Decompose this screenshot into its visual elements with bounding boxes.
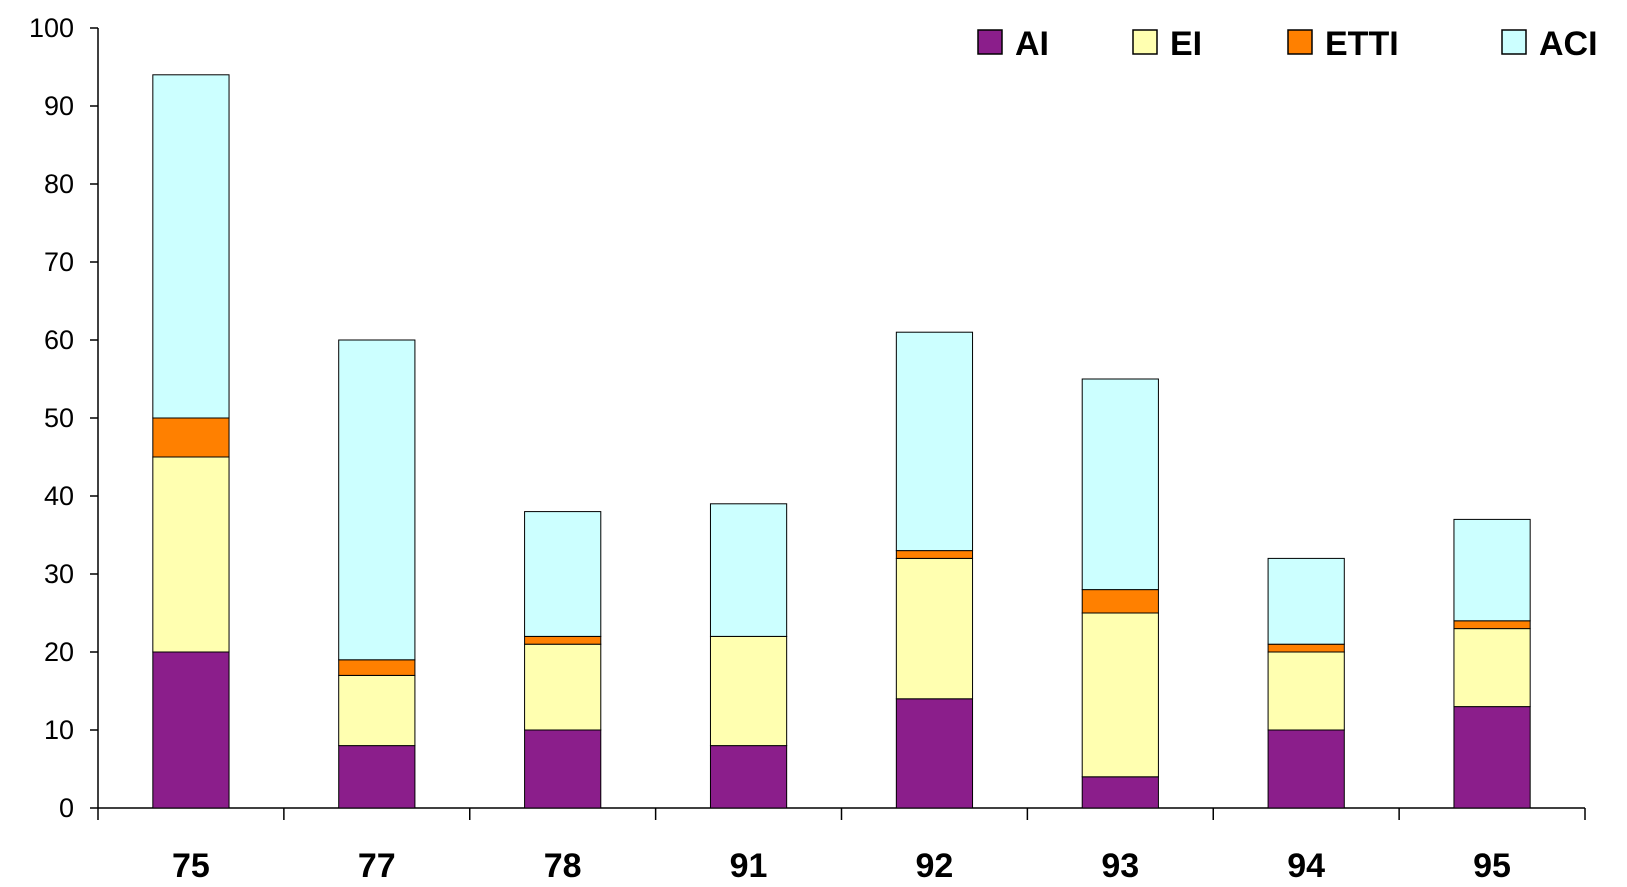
y-tick-label: 10: [44, 715, 74, 745]
bar-segment-ai-77: [338, 745, 416, 809]
legend-label-ei: EI: [1170, 25, 1202, 63]
bar-segment-ei-75: [152, 456, 230, 653]
legend-label-aci: ACI: [1539, 25, 1598, 63]
legend-label-ai: AI: [1015, 25, 1049, 63]
bar-segment-etti-95: [1453, 620, 1531, 630]
bar-segment-ei-92: [895, 557, 974, 700]
bar-segment-etti-75: [152, 417, 230, 458]
bar-segment-ai-92: [895, 698, 974, 809]
bar-segment-ai-93: [1081, 776, 1159, 809]
bar-segment-ai-95: [1453, 706, 1531, 809]
bar-segment-ei-91: [709, 635, 788, 747]
y-tick-label: 50: [44, 403, 74, 433]
legend-swatch-aci: [1501, 29, 1527, 55]
bar-segment-aci-94: [1267, 557, 1345, 645]
x-tick-label: 94: [1287, 847, 1325, 885]
y-tick-label: 60: [44, 325, 74, 355]
y-tick-label: 40: [44, 481, 74, 511]
bar-segment-aci-95: [1453, 518, 1531, 622]
bar-segment-etti-77: [338, 659, 416, 676]
bar-segment-ei-93: [1081, 612, 1159, 778]
bar-segment-aci-78: [524, 511, 602, 637]
bar-segment-ai-94: [1267, 729, 1345, 809]
y-axis: 0 10 20 30 40 50 60 70 80 90 100: [29, 13, 99, 823]
x-tick-label: 78: [544, 847, 582, 885]
y-tick-label: 30: [44, 559, 74, 589]
bar-segment-ai-91: [709, 745, 788, 809]
x-tick-label: 91: [730, 847, 768, 885]
legend-swatch-ei: [1132, 29, 1158, 55]
y-tick-label: 0: [59, 793, 74, 823]
bar-segment-aci-91: [709, 503, 788, 637]
y-tick-label: 80: [44, 169, 74, 199]
y-tick-label: 70: [44, 247, 74, 277]
x-tick-label: 93: [1101, 847, 1139, 885]
x-tick-label: 95: [1473, 847, 1511, 885]
legend-swatch-ai: [977, 29, 1003, 55]
x-axis: 75 77 78 91 92 93 94 95: [97, 807, 1586, 885]
x-tick-label: 77: [358, 847, 396, 885]
bar-segment-ei-94: [1267, 651, 1345, 731]
bar-segment-etti-93: [1081, 589, 1159, 614]
bar-segment-aci-75: [152, 74, 230, 419]
bar-segment-ei-77: [338, 674, 416, 747]
bar-segment-ai-75: [152, 651, 230, 809]
y-tick-label: 90: [44, 91, 74, 121]
x-tick-label: 75: [172, 847, 210, 885]
bar-segment-aci-92: [895, 331, 974, 552]
legend-label-etti: ETTI: [1325, 25, 1399, 63]
x-tick-label: 92: [916, 847, 954, 885]
bar-segment-etti-92: [895, 550, 974, 559]
bar-segment-etti-78: [524, 635, 602, 645]
bar-segment-aci-77: [338, 339, 416, 661]
bars: [152, 74, 1531, 809]
bar-segment-etti-94: [1267, 643, 1345, 653]
legend: AI EI ETTI ACI: [977, 25, 1598, 63]
y-tick-label: 100: [29, 13, 74, 43]
y-tick-label: 20: [44, 637, 74, 667]
bar-segment-aci-93: [1081, 378, 1159, 591]
legend-swatch-etti: [1287, 29, 1313, 55]
bar-segment-ei-78: [524, 643, 602, 731]
bar-segment-ai-78: [524, 729, 602, 809]
bar-segment-ei-95: [1453, 628, 1531, 708]
